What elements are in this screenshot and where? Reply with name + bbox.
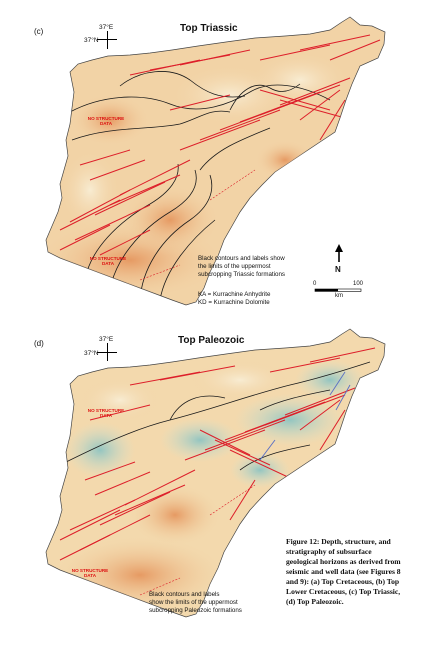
panel-c-no-data-label-north: NO STRUCTURE DATA <box>87 116 125 126</box>
panel-d-lon-label: 37°E <box>99 336 114 343</box>
panel-d-legend-line-1: Black contours and labels <box>149 591 220 598</box>
panel-d-legend-line-3: subcropping Paleozoic formations <box>149 607 242 614</box>
panel-c-title: Top Triassic <box>180 23 238 34</box>
panel-d-no-data-label-north: NO STRUCTURE DATA <box>87 408 125 418</box>
scale-bar-end: 100 <box>353 281 364 287</box>
panel-c-lat-label: 37°N <box>84 37 99 44</box>
caption-line-3: geological horizons as derived from <box>286 557 401 566</box>
north-arrow-icon <box>335 244 343 262</box>
panel-c-graticule-v <box>107 31 108 49</box>
caption-line-4: seismic and well data (see Figures 8 <box>286 567 401 576</box>
panel-c-no-data-label-south: NO STRUCTURE DATA <box>89 256 127 266</box>
panel-c-map <box>45 16 386 306</box>
caption-line-5: and 9): (a) Top Cretaceous, (b) Top <box>286 577 400 586</box>
panel-c-graticule-h <box>97 39 117 40</box>
caption-line-7: (d) Top Paleozoic. <box>286 597 344 606</box>
panel-d-title: Top Paleozoic <box>178 335 245 346</box>
panel-c-lon-label: 37°E <box>99 24 114 31</box>
panel-c-abbrev-kd: KD = Kurrachine Dolomite <box>198 299 270 306</box>
panel-c-legend-line-2: the limits of the uppermost <box>198 263 271 270</box>
caption-line-1: Figure 12: Depth, structure, and <box>286 537 391 546</box>
panel-c-letter: (c) <box>34 27 44 36</box>
caption-line-6: Lower Cretaceous, (c) Top Triassic, <box>286 587 401 596</box>
panel-c-legend-line-3: subcropping Triassic formations <box>198 271 286 278</box>
panel-c-abbrev-ka: KA = Kurrachine Anhydrite <box>198 291 271 298</box>
north-arrow-label: N <box>335 265 341 274</box>
scale-bar-unit: km <box>335 293 343 299</box>
panel-c-legend-line-1: Black contours and labels show <box>198 255 285 262</box>
panel-d-legend-line-2: show the limits of the uppermost <box>149 599 238 606</box>
panel-d-letter: (d) <box>34 339 44 348</box>
scale-bar <box>314 288 362 292</box>
scale-bar-start: 0 <box>313 281 317 287</box>
panel-d-graticule-h <box>97 352 117 353</box>
panel-d-lat-label: 37°N <box>84 350 99 357</box>
panel-d-no-data-label-south: NO STRUCTURE DATA <box>71 568 109 578</box>
panel-d-map <box>45 328 386 618</box>
caption-line-2: stratigraphy of subsurface <box>286 547 372 556</box>
